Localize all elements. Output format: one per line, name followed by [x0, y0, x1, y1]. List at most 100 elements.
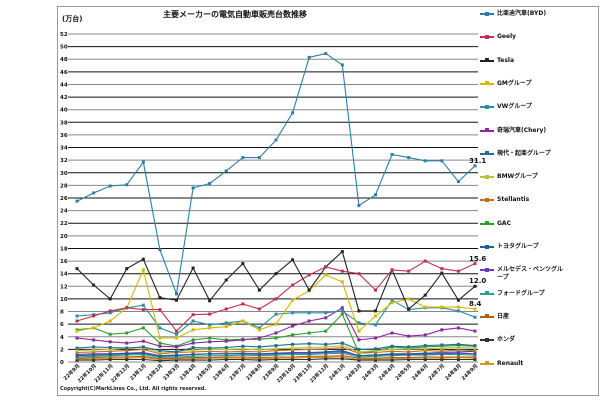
y-tick-label: 24 — [60, 209, 68, 215]
data-point — [307, 288, 311, 292]
data-point — [340, 280, 344, 284]
data-point — [241, 302, 245, 306]
series-line — [76, 260, 476, 332]
data-point — [374, 309, 377, 313]
data-point — [257, 288, 261, 292]
data-point — [75, 314, 79, 318]
x-tick-label: 24年8月 — [443, 362, 462, 381]
data-point — [158, 336, 162, 340]
data-point — [390, 352, 394, 356]
data-point — [374, 323, 377, 327]
legend-marker-icon — [480, 244, 494, 249]
data-point — [158, 248, 162, 252]
y-tick-label: 14 — [60, 272, 68, 278]
data-point — [75, 358, 79, 362]
data-point — [473, 355, 477, 359]
data-point — [390, 331, 394, 335]
data-point — [208, 349, 212, 353]
x-tick-label: 23年1月 — [128, 362, 147, 381]
y-tick-label: 10 — [60, 297, 68, 303]
data-point — [224, 307, 228, 311]
data-point — [158, 341, 162, 345]
data-point — [307, 354, 311, 358]
y-tick-label: 30 — [60, 171, 68, 177]
legend-item: 日産 — [480, 313, 509, 321]
data-point — [274, 272, 278, 276]
data-point — [456, 350, 460, 354]
data-point — [175, 358, 178, 362]
legend-label: Tesla — [497, 56, 515, 64]
data-point — [307, 273, 311, 277]
data-point — [257, 352, 261, 356]
data-point — [274, 322, 278, 326]
x-tick-label: 24年3月 — [361, 362, 380, 381]
data-point — [75, 319, 79, 323]
data-point — [390, 356, 394, 360]
data-point — [257, 345, 261, 349]
legend-item: BMWグループ — [480, 173, 538, 181]
data-point — [357, 354, 361, 358]
data-point — [75, 267, 79, 271]
x-tick-label: 23年3月 — [162, 362, 181, 381]
y-tick-label: 40 — [60, 108, 68, 114]
x-tick-label: 23年7月 — [228, 362, 247, 381]
data-point — [456, 305, 460, 309]
legend-item: 奇瑞汽車(Chery) — [480, 127, 546, 135]
data-point — [390, 349, 394, 353]
data-point — [440, 328, 444, 332]
data-point — [473, 307, 477, 311]
data-point — [291, 333, 295, 337]
data-point — [473, 357, 477, 361]
data-point — [456, 298, 460, 302]
data-point — [423, 357, 427, 361]
data-point — [141, 308, 145, 312]
data-point — [340, 341, 344, 345]
data-point — [340, 309, 344, 313]
data-point — [92, 348, 96, 352]
data-point — [191, 358, 195, 362]
legend-item: メルセデス・ベンツグループ — [480, 266, 567, 282]
data-point — [108, 311, 112, 315]
data-point — [175, 350, 178, 354]
data-point — [456, 348, 460, 352]
data-point — [407, 156, 411, 160]
data-point — [407, 357, 411, 361]
data-point — [407, 345, 411, 349]
data-point — [324, 52, 328, 56]
data-point — [324, 354, 328, 358]
legend-item: GAC — [480, 220, 511, 228]
data-point — [141, 345, 145, 349]
data-point — [473, 344, 477, 348]
data-point — [75, 336, 79, 340]
data-point — [241, 338, 245, 342]
data-point — [423, 333, 427, 337]
x-tick-label: 24年7月 — [427, 362, 446, 381]
data-point — [108, 340, 112, 344]
data-point — [291, 348, 295, 352]
data-point — [307, 55, 311, 59]
data-point — [274, 347, 278, 351]
data-point — [340, 312, 344, 316]
data-point — [456, 355, 460, 359]
x-tick-label: 23年5月 — [195, 362, 214, 381]
end-value-label: 31.1 — [469, 156, 487, 165]
data-point — [407, 334, 411, 338]
legend-marker-icon — [480, 174, 494, 179]
y-tick-label: 52 — [60, 32, 68, 38]
data-point — [125, 346, 129, 350]
data-point — [357, 347, 361, 351]
legend-marker-icon — [480, 337, 494, 342]
data-point — [141, 354, 145, 358]
data-point — [92, 191, 96, 195]
data-point — [340, 250, 344, 254]
data-point — [208, 346, 212, 350]
data-point — [158, 359, 162, 363]
data-point — [92, 283, 96, 287]
data-point — [208, 358, 212, 362]
x-tick-label: 23年8月 — [244, 362, 263, 381]
y-tick-label: 22 — [60, 221, 68, 227]
data-point — [208, 352, 212, 356]
legend-item: Geely — [480, 33, 516, 41]
data-point — [208, 336, 212, 340]
data-point — [75, 346, 79, 350]
